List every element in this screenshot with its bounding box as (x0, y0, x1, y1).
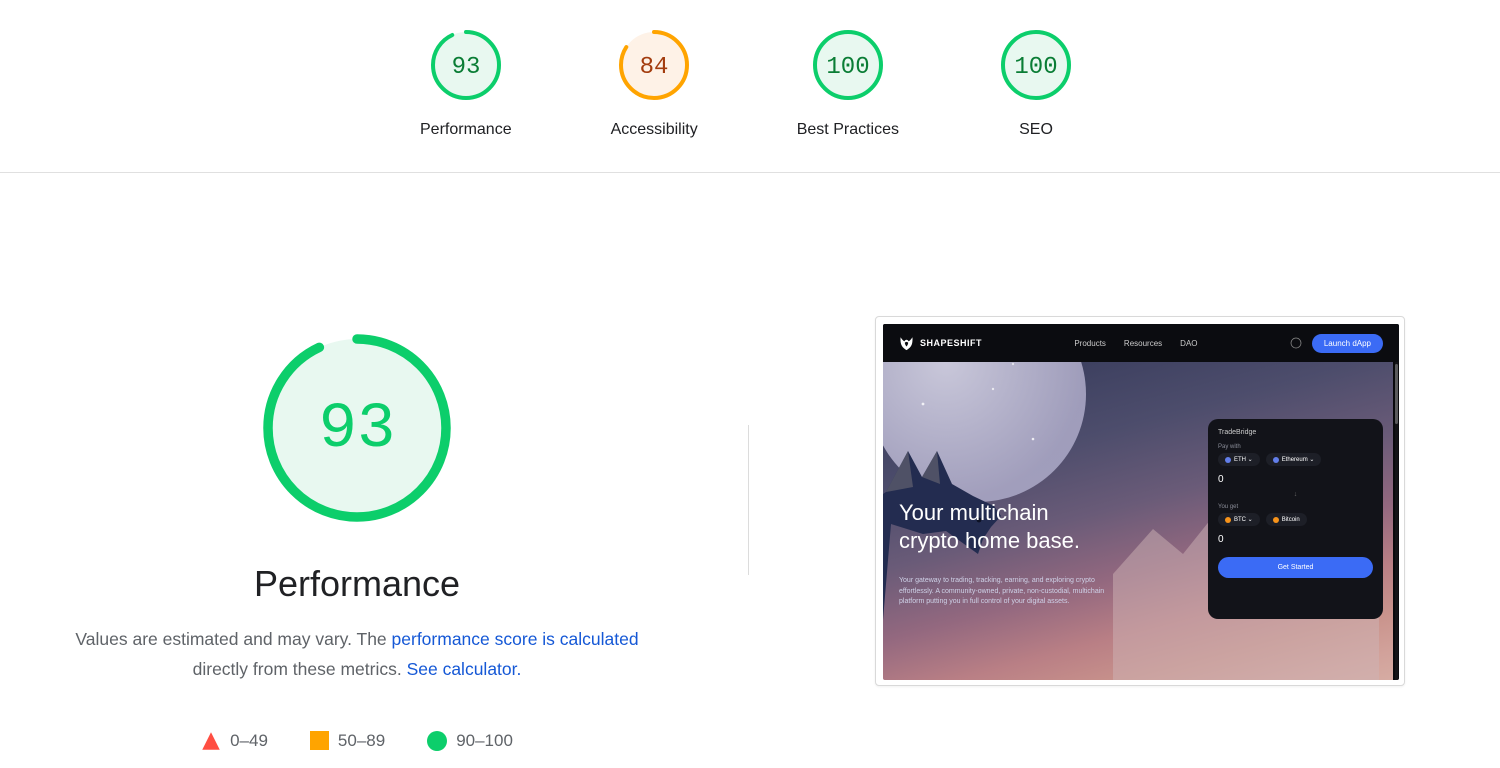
svg-text:93: 93 (319, 394, 396, 466)
svg-text:84: 84 (640, 54, 669, 81)
svg-text:93: 93 (451, 54, 480, 81)
svg-text:100: 100 (1014, 54, 1057, 81)
svg-text:100: 100 (826, 54, 869, 81)
